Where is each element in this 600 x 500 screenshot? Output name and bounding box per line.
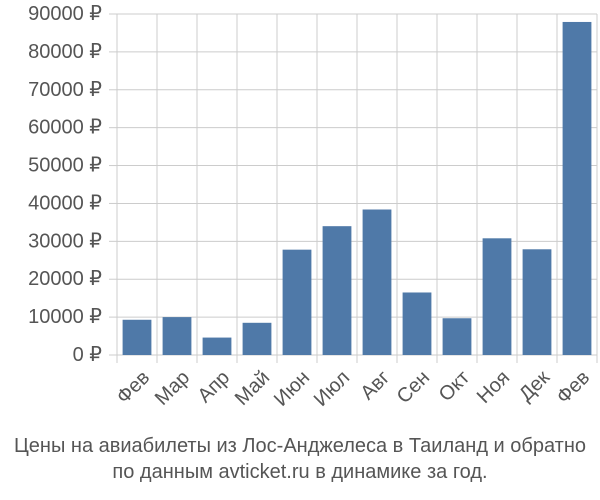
- bar-5: [282, 249, 312, 355]
- y-tick-label: 60000 ₽: [28, 117, 102, 139]
- y-tick-label: 30000 ₽: [28, 230, 102, 252]
- x-tick-label: Мар: [151, 367, 194, 410]
- y-tick-label: 40000 ₽: [28, 192, 102, 214]
- y-axis-tick-labels: 0 ₽ 10000 ₽ 20000 ₽ 30000 ₽ 40000 ₽ 50000 ₽ 60…: [28, 3, 102, 366]
- x-tick-label: Июн: [270, 367, 314, 411]
- bar-1: [122, 319, 152, 355]
- y-tick-label: 90000 ₽: [28, 3, 102, 25]
- chart-caption-line-2: по данным avticket.ru в динамике за год.: [112, 461, 488, 483]
- bar-6: [322, 226, 352, 355]
- chart-bars: [122, 21, 592, 356]
- y-tick-label: 0 ₽: [73, 344, 103, 366]
- price-bar-chart: 0 ₽ 10000 ₽ 20000 ₽ 30000 ₽ 40000 ₽ 50000 ₽ 60…: [28, 3, 598, 411]
- y-tick-label: 80000 ₽: [28, 41, 102, 63]
- chart-grid: [116, 13, 598, 363]
- bar-2: [162, 317, 192, 355]
- x-tick-label: Окт: [435, 367, 474, 406]
- bar-12: [562, 21, 592, 356]
- bar-10: [482, 238, 512, 355]
- bar-4: [242, 322, 272, 355]
- bar-3: [202, 337, 232, 355]
- x-tick-label: Фев: [552, 367, 594, 409]
- y-tick-label: 70000 ₽: [28, 79, 102, 101]
- x-tick-label: Сен: [393, 367, 434, 408]
- chart-caption-line-1: Цены на авиабилеты из Лос-Анджелеса в Та…: [14, 435, 586, 457]
- bar-7: [362, 209, 392, 355]
- x-tick-label: Май: [231, 367, 274, 410]
- x-tick-label: Ноя: [473, 367, 514, 408]
- x-tick-label: Дек: [515, 366, 554, 405]
- x-tick-label: Апр: [194, 367, 235, 408]
- y-tick-label: 10000 ₽: [28, 306, 102, 328]
- y-tick-label: 20000 ₽: [28, 268, 102, 290]
- chart-axes: [109, 13, 117, 356]
- y-tick-label: 50000 ₽: [28, 155, 102, 177]
- x-tick-label: Авг: [356, 367, 394, 405]
- x-tick-label: Фев: [112, 367, 154, 409]
- bar-11: [522, 249, 552, 355]
- bar-8: [402, 292, 432, 355]
- bar-9: [442, 318, 472, 355]
- x-tick-label: Июл: [310, 367, 354, 411]
